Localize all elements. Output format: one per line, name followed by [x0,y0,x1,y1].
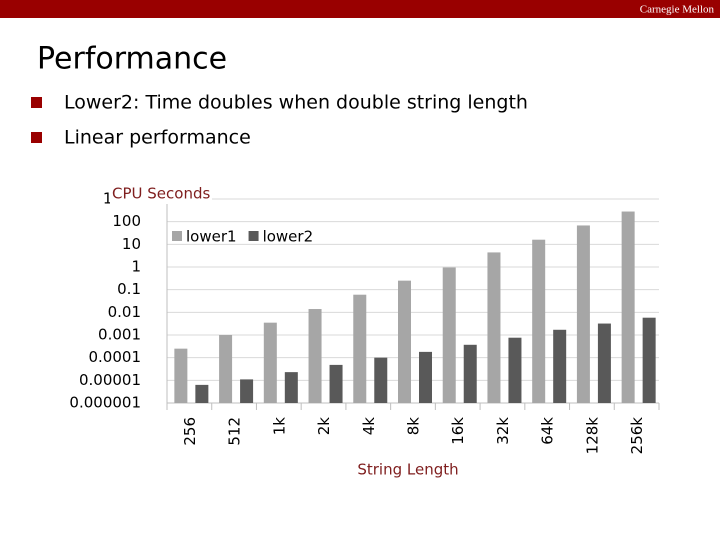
bar [463,344,477,403]
bar [174,348,188,403]
bar [240,379,254,403]
x-tick-label: 512 [226,417,244,446]
bar [284,372,298,403]
y-tick-label: 0.000001 [69,394,141,412]
y-tick-label: 100 [112,212,141,230]
bar [219,335,233,403]
bar [508,337,522,403]
bar [308,309,322,403]
y-label-bg [110,184,212,204]
bar [419,351,432,403]
x-tick-label: 256k [628,417,646,455]
x-tick-label: 32k [494,417,512,445]
bar [353,294,367,403]
legend-label: lower1 [186,228,237,246]
x-tick-label: 2k [315,417,333,436]
bullet: Lower2: Time doubles when double string … [64,92,528,114]
y-tick-label: 0.0001 [89,348,142,366]
bar [487,252,501,403]
bullet-icon [31,132,42,143]
x-axis-label: String Length [357,461,458,479]
x-tick-label: 4k [360,417,378,436]
bar [576,225,590,403]
bar [597,323,611,403]
bar [621,211,635,403]
y-tick-label: 0.001 [98,326,141,344]
x-tick-label: 1k [270,417,288,436]
x-tick-label: 8k [405,417,423,436]
bullet: Linear performance [64,127,251,149]
bar [532,239,546,403]
slide-title: Performance [37,42,227,77]
x-tick-label: 128k [583,417,601,455]
y-tick-label: 0.01 [108,303,141,321]
y-tick-label: 1 [131,258,141,276]
bar [442,267,456,403]
bar [642,317,656,403]
bar [195,384,209,403]
y-tick-label: 10 [122,235,141,253]
bar [374,357,388,403]
y-axis-label: CPU Seconds [112,185,210,203]
legend-swatch [172,231,182,241]
y-tick-label: 0.1 [117,280,141,298]
x-tick-label: 16k [449,417,467,445]
x-tick-label: 64k [539,417,557,445]
y-tick-label: 0.00001 [79,371,141,389]
legend-swatch [248,231,259,241]
x-tick-label: 256 [181,417,199,446]
bar [329,364,343,403]
bar [398,280,411,403]
header-bar [0,0,720,18]
bar [263,322,277,403]
brand: Carnegie Mellon [640,4,715,16]
legend-label: lower2 [263,228,314,246]
bar [553,329,567,403]
bullet-icon [31,97,42,108]
